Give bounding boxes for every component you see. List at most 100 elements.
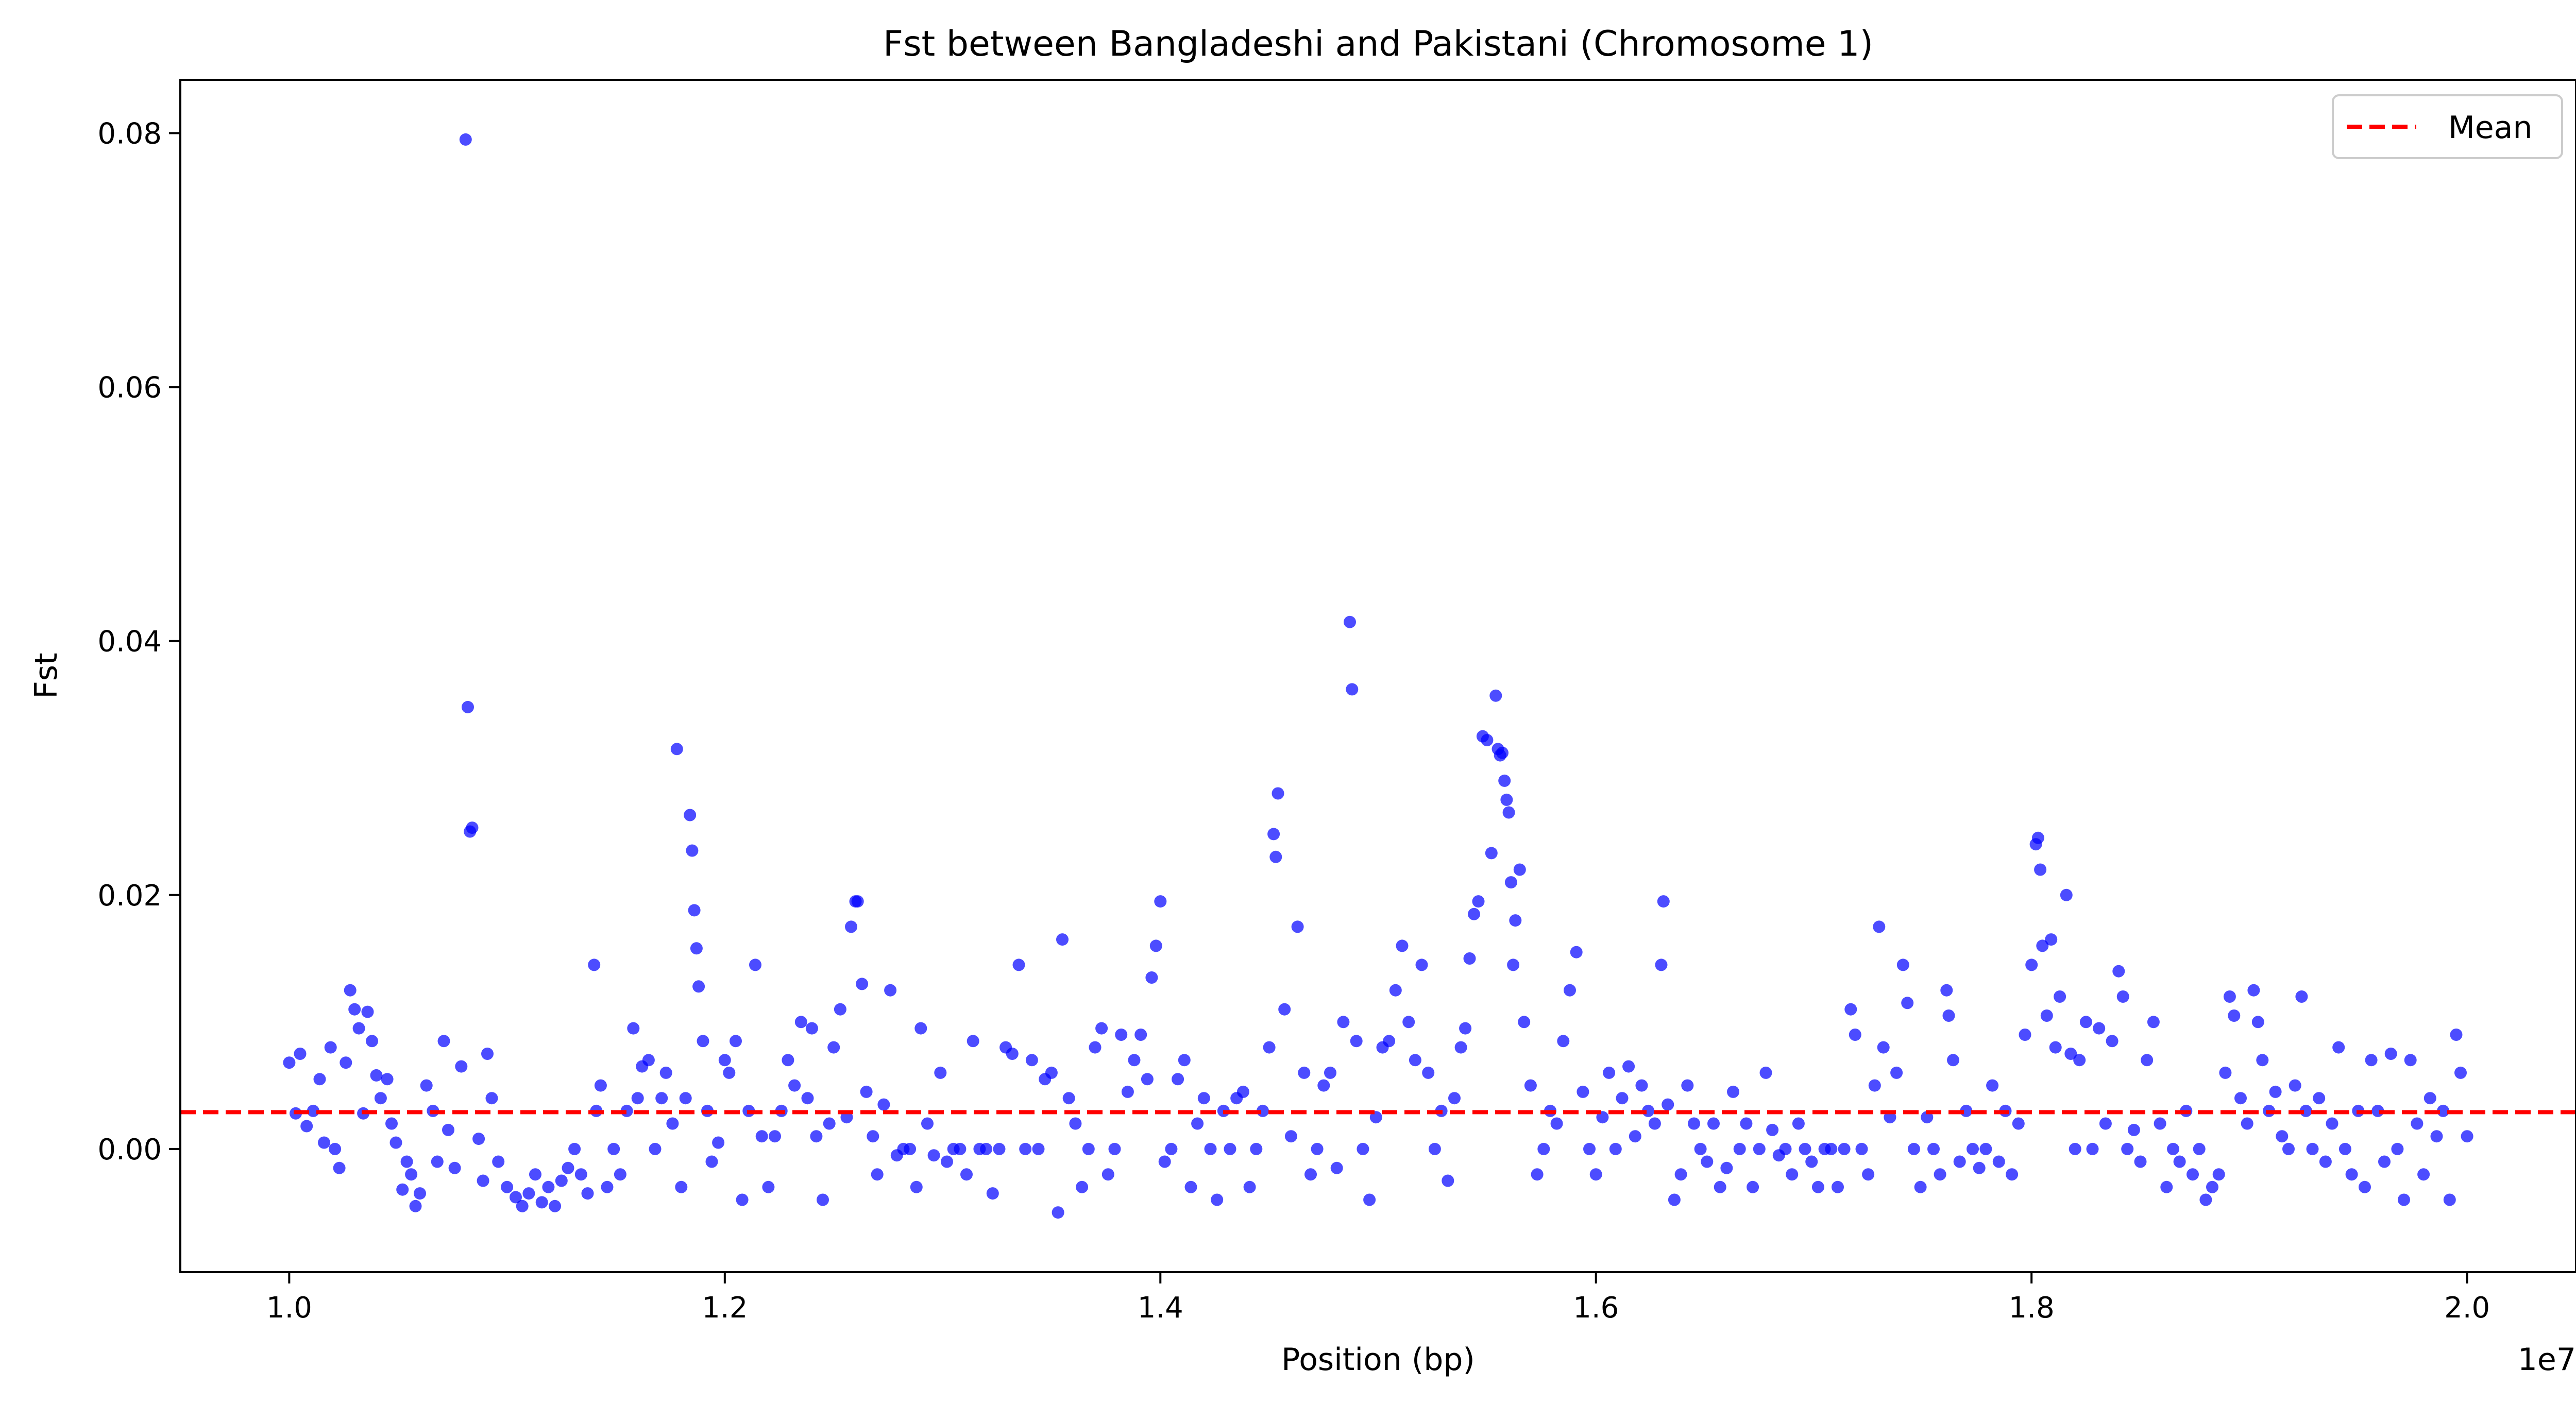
data-point xyxy=(333,1161,346,1174)
data-point xyxy=(1158,1155,1171,1168)
data-point xyxy=(344,984,357,997)
data-point xyxy=(845,920,857,933)
data-point xyxy=(2173,1155,2186,1168)
data-point xyxy=(1896,958,1909,971)
data-point xyxy=(2141,1054,2154,1067)
data-point xyxy=(2378,1155,2391,1168)
data-point xyxy=(1609,1142,1622,1155)
data-point xyxy=(1629,1130,1641,1143)
data-point xyxy=(2212,1168,2225,1181)
data-point xyxy=(462,700,474,713)
data-point xyxy=(481,1048,494,1060)
data-point xyxy=(705,1155,718,1168)
y-tick-label: 0.02 xyxy=(97,879,162,913)
data-point xyxy=(2121,1142,2134,1155)
data-point xyxy=(960,1168,973,1181)
data-point xyxy=(313,1073,326,1086)
y-tick-label: 0.06 xyxy=(97,371,162,405)
data-point xyxy=(1236,1085,1249,1098)
data-point xyxy=(340,1056,352,1069)
data-point xyxy=(1940,984,1953,997)
data-point xyxy=(1269,850,1282,863)
data-point xyxy=(400,1155,413,1168)
data-point xyxy=(921,1117,934,1130)
data-point xyxy=(1357,1142,1369,1155)
data-point xyxy=(1178,1054,1191,1067)
data-point xyxy=(1973,1161,1986,1174)
data-point xyxy=(1350,1035,1363,1048)
data-point xyxy=(904,1142,917,1155)
data-point xyxy=(1191,1117,1204,1130)
data-point xyxy=(1272,787,1284,800)
data-point xyxy=(1485,847,1498,860)
x-axis-ticks: 1.0 1.2 1.4 1.6 1.8 2.0 xyxy=(266,1272,2490,1325)
data-point xyxy=(749,958,761,971)
data-point xyxy=(2251,1016,2264,1029)
data-point xyxy=(788,1079,801,1092)
data-point xyxy=(1550,1117,1563,1130)
data-point xyxy=(581,1187,594,1200)
data-point xyxy=(2326,1117,2338,1130)
data-point xyxy=(1509,914,1522,927)
data-point xyxy=(1278,1003,1291,1016)
data-point xyxy=(374,1092,387,1105)
data-point xyxy=(834,1003,846,1016)
data-point xyxy=(1204,1142,1217,1155)
legend: Mean xyxy=(2332,94,2563,159)
data-point xyxy=(1720,1161,1733,1174)
data-point xyxy=(2012,1117,2025,1130)
data-point xyxy=(2025,958,2038,971)
data-point xyxy=(1662,1098,1674,1111)
data-point xyxy=(655,1092,668,1105)
data-point xyxy=(860,1085,873,1098)
data-point xyxy=(934,1066,947,1079)
data-point xyxy=(2031,831,2044,844)
data-point xyxy=(1402,1016,1415,1029)
data-point xyxy=(631,1092,644,1105)
x-tick-label: 1.2 xyxy=(702,1291,748,1325)
x-axis-label: Position (bp) xyxy=(1281,1342,1475,1378)
data-point xyxy=(1184,1180,1197,1193)
data-point xyxy=(1524,1079,1537,1092)
data-point xyxy=(730,1035,742,1048)
data-point xyxy=(877,1098,890,1111)
data-point xyxy=(1570,946,1583,958)
data-point xyxy=(2116,990,2129,1003)
data-point xyxy=(1324,1066,1336,1079)
data-point xyxy=(884,984,897,997)
data-point xyxy=(2086,1142,2099,1155)
data-point xyxy=(1448,1092,1461,1105)
data-point xyxy=(1740,1117,1753,1130)
data-point xyxy=(2332,1041,2345,1054)
data-point xyxy=(370,1069,383,1082)
data-point xyxy=(455,1060,468,1073)
data-point xyxy=(2359,1180,2371,1193)
data-point xyxy=(1019,1142,1032,1155)
data-point xyxy=(1622,1060,1635,1073)
data-point xyxy=(1409,1054,1421,1067)
data-point xyxy=(1428,1142,1441,1155)
data-point xyxy=(522,1187,535,1200)
data-point xyxy=(2049,1041,2062,1054)
data-point xyxy=(627,1022,640,1035)
data-point xyxy=(1489,689,1502,702)
data-point xyxy=(1032,1142,1045,1155)
data-point xyxy=(1472,895,1485,908)
data-point xyxy=(2112,965,2125,978)
data-point xyxy=(2147,1016,2160,1029)
data-point xyxy=(1121,1085,1134,1098)
data-point xyxy=(1986,1079,1999,1092)
data-point xyxy=(1947,1054,1959,1067)
data-point xyxy=(1979,1142,1992,1155)
data-point xyxy=(283,1056,296,1069)
data-point xyxy=(851,895,864,908)
data-point xyxy=(2437,1104,2450,1117)
data-point xyxy=(437,1035,450,1048)
data-point xyxy=(1759,1066,1772,1079)
data-point xyxy=(1681,1079,1694,1092)
data-point xyxy=(2223,990,2236,1003)
data-point xyxy=(2338,1142,2351,1155)
data-point xyxy=(1890,1066,1903,1079)
data-point xyxy=(2054,990,2066,1003)
data-point xyxy=(442,1123,454,1136)
